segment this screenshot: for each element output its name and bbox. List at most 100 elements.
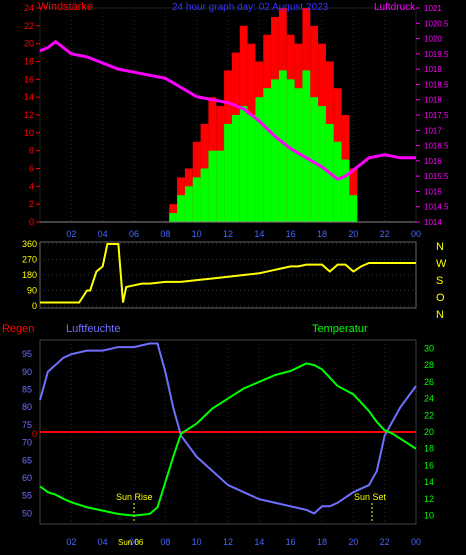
wind-mean-bar xyxy=(169,213,178,222)
pressure-tick-label: 1017.5 xyxy=(424,111,449,120)
wind-tick-label: 16 xyxy=(24,74,34,84)
humidity-tick-label: 95 xyxy=(22,349,32,359)
x-tick-label: 10 xyxy=(192,537,202,547)
temperature-tick-label: 30 xyxy=(424,343,434,353)
wind-mean-bar xyxy=(349,195,358,222)
sunrise-label: Sun Rise xyxy=(116,492,153,502)
wind-mean-bar xyxy=(341,159,350,222)
wind-mean-bar xyxy=(278,70,287,223)
rain-zero-label: 0 xyxy=(32,429,37,439)
x-tick-label: 06 xyxy=(129,537,139,547)
wind-mean-bar xyxy=(255,97,264,222)
wind-mean-bar xyxy=(263,88,272,222)
humidity-tick-label: 70 xyxy=(22,438,32,448)
wind-tick-label: 2 xyxy=(29,199,34,209)
x-tick-label: 10 xyxy=(192,229,202,239)
direction-tick-label: 270 xyxy=(22,255,37,265)
pressure-tick-label: 1018.5 xyxy=(424,80,449,89)
x-tick-label: 04 xyxy=(98,229,108,239)
direction-axis: 0 90 180 270 360 xyxy=(22,239,37,311)
wind-tick-label: 20 xyxy=(24,39,34,49)
x-tick-label: 22 xyxy=(380,229,390,239)
compass-letter: S xyxy=(436,275,443,287)
x-tick-label: 20 xyxy=(348,229,358,239)
chart-title: 24 hour graph day: 02 August 2023 xyxy=(172,2,329,13)
temperature-tick-label: 26 xyxy=(424,377,434,387)
x-axis-ticks: 02 04 06 08 10 12 14 16 18 20 22 00 xyxy=(66,537,421,547)
pressure-tick-label: 1016 xyxy=(424,157,442,166)
wind-mean-bar xyxy=(302,70,311,223)
humidity-tick-label: 55 xyxy=(22,491,32,501)
humidity-tick-label: 50 xyxy=(22,508,32,518)
wind-tick-label: 22 xyxy=(24,21,34,31)
wind-tick-label: 4 xyxy=(29,181,34,191)
wind-mean-bar xyxy=(224,123,232,222)
wind-mean-bar xyxy=(208,150,217,222)
humidity-series xyxy=(39,342,417,515)
pressure-tick-label: 1014.5 xyxy=(424,203,449,212)
wind-mean-bar xyxy=(294,88,303,222)
pressure-tick-label: 1020 xyxy=(424,35,442,44)
wind-mean-bar xyxy=(177,195,185,222)
compass-letter: W xyxy=(436,258,447,270)
temperature-tick-label: 20 xyxy=(424,427,434,437)
wind-mean-bar xyxy=(310,97,319,222)
wind-mean-bar xyxy=(239,106,248,222)
temperature-tick-label: 18 xyxy=(424,444,434,454)
x-tick-label: 16 xyxy=(286,229,296,239)
wind-mean-bar xyxy=(286,79,295,222)
temperature-tick-label: 14 xyxy=(424,477,434,487)
wind-mean-bar xyxy=(333,141,342,222)
x-tick-label: 08 xyxy=(160,537,170,547)
pressure-tick-label: 1015.5 xyxy=(424,172,449,181)
temperature-tick-label: 12 xyxy=(424,494,434,504)
temperature-axis: 10 12 14 16 18 20 22 24 26 28 30 xyxy=(424,343,434,520)
wind-mean-bar xyxy=(231,115,240,222)
x-tick-label: 02 xyxy=(66,537,76,547)
wind-tick-label: 6 xyxy=(29,164,34,174)
wind-tick-label: 14 xyxy=(24,92,34,102)
pressure-tick-label: 1020.5 xyxy=(424,19,449,28)
wind-mean-bar xyxy=(271,79,279,222)
pressure-axis: 1014 1014.5 1015 1015.5 1016 1016.5 1017 1017.5… xyxy=(416,4,449,227)
wind-mean-bar xyxy=(247,115,256,222)
pressure-tick-label: 1015 xyxy=(424,187,442,196)
humidity-tick-label: 85 xyxy=(22,385,32,395)
x-tick-label: 12 xyxy=(223,537,233,547)
wind-tick-label: 24 xyxy=(24,3,34,13)
compass-letter: N xyxy=(436,309,444,321)
pressure-tick-label: 1017 xyxy=(424,126,442,135)
humidity-temperature-chart: Regen Luftfeuchte Temperatur 0 50 55 60 65 7… xyxy=(2,323,434,547)
wind-mean-bar xyxy=(192,177,201,222)
x-tick-label: 18 xyxy=(317,537,327,547)
direction-tick-label: 0 xyxy=(32,301,37,311)
x-tick-label: 02 xyxy=(66,229,76,239)
direction-tick-label: 180 xyxy=(22,270,37,280)
temperature-tick-label: 22 xyxy=(424,410,434,420)
pressure-tick-label: 1016.5 xyxy=(424,142,449,151)
wind-tick-label: 10 xyxy=(24,128,34,138)
pressure-tick-label: 1018 xyxy=(424,96,442,105)
rain-axis-label: Regen xyxy=(2,323,34,335)
x-tick-label: 00 xyxy=(411,229,421,239)
x-tick-label: 12 xyxy=(223,229,233,239)
wind-mean-bar xyxy=(200,168,209,222)
x-axis-ticks: 02 04 06 08 10 12 14 16 18 20 22 00 xyxy=(66,229,421,239)
humidity-axis: 50 55 60 65 70 75 80 85 90 95 xyxy=(22,349,32,518)
pressure-axis-label: Luftdruck xyxy=(374,2,416,13)
wind-direction-series xyxy=(40,243,416,304)
x-tick-label: 00 xyxy=(411,537,421,547)
wind-mean-bar xyxy=(184,186,193,222)
direction-tick-label: 90 xyxy=(27,286,37,296)
wind-mean-bar xyxy=(216,150,225,222)
wind-mean-bar xyxy=(318,106,326,222)
x-tick-label: 14 xyxy=(254,537,264,547)
humidity-tick-label: 75 xyxy=(22,420,32,430)
wind-axis-label: Windstärke xyxy=(38,1,93,13)
x-tick-label: 14 xyxy=(254,229,264,239)
x-tick-label: 20 xyxy=(348,537,358,547)
